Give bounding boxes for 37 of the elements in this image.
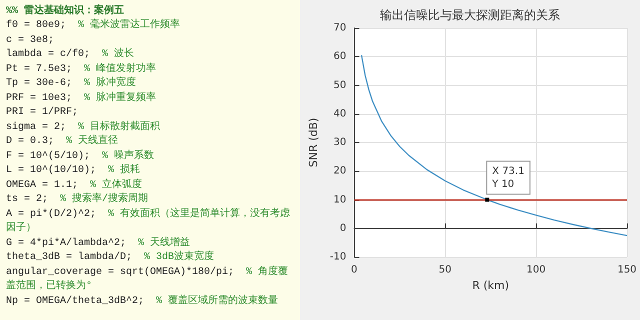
y-tick-label: 40: [334, 108, 346, 120]
text: F = 10^(5/10); % 噪声系数: [6, 150, 154, 162]
text: OMEGA = 1.1; % 立体弧度: [6, 180, 142, 190]
line-series: [360, 54, 628, 236]
y-tick-label: 50: [334, 80, 346, 91]
text: Np = OMEGA/theta_3dB^2; % 覆盖区域所需的波束数量: [6, 296, 278, 306]
text: Tp = 30e-6; % 脉冲宽度: [6, 78, 136, 89]
annotation: X 73.1 Y 10: [491, 166, 524, 190]
x-tick-label: 100: [526, 264, 546, 276]
chart-title: 输出信噪比与最大探测距离的关系: [380, 8, 560, 22]
text: angular_coverage = sqrt(OMEGA)*180/pi; % 角度覆盖范围，已转换为°: [6, 266, 288, 292]
text: %% 雷达基础知识：案例五: [6, 4, 126, 18]
text: c = 3e8;: [6, 34, 56, 48]
y-axis-title: SNR (dB): [307, 118, 320, 168]
x-tick-label: 150: [617, 264, 637, 276]
text: Pt = 7.5e3; % 峰值发射功率: [6, 64, 156, 74]
text: ts = 2; % 搜索率/搜索周期: [6, 194, 148, 205]
text: G = 4*pi*A/lambda^2; % 天线增益: [6, 238, 190, 248]
y-tick-label: 30: [334, 137, 346, 148]
text: theta_3dB = lambda/D; % 3dB波束宽度: [6, 252, 214, 263]
text: PRF = 10e3; % 脉冲重复频率: [6, 92, 156, 104]
y-tick-label: 60: [334, 51, 346, 62]
text: sigma = 2; % 目标散射截面积: [6, 122, 160, 132]
text: PRI = 1/PRF;: [6, 106, 80, 120]
y-tick-label: 70: [334, 22, 346, 34]
y-tick-label: -10: [330, 252, 346, 262]
x-tick-label: 50: [438, 264, 452, 276]
y-tick-label: 0: [340, 222, 346, 234]
text: A = pi*(D/2)^2; % 有效面积（这里是简单计算，没有考虑因子）: [6, 208, 290, 234]
text: f0 = 80e9; % 毫米波雷达工作频率: [6, 20, 180, 31]
x-tick-label: 0: [351, 264, 358, 276]
x-axis-title: R (km): [472, 278, 510, 292]
text: L = 10^(10/10); % 损耗: [6, 165, 140, 176]
text: lambda = c/f0; % 波长: [6, 49, 134, 60]
y-tick-label: 10: [334, 194, 346, 206]
y-tick-label: 20: [334, 166, 346, 177]
text: D = 0.3; % 天线直径: [6, 136, 118, 147]
